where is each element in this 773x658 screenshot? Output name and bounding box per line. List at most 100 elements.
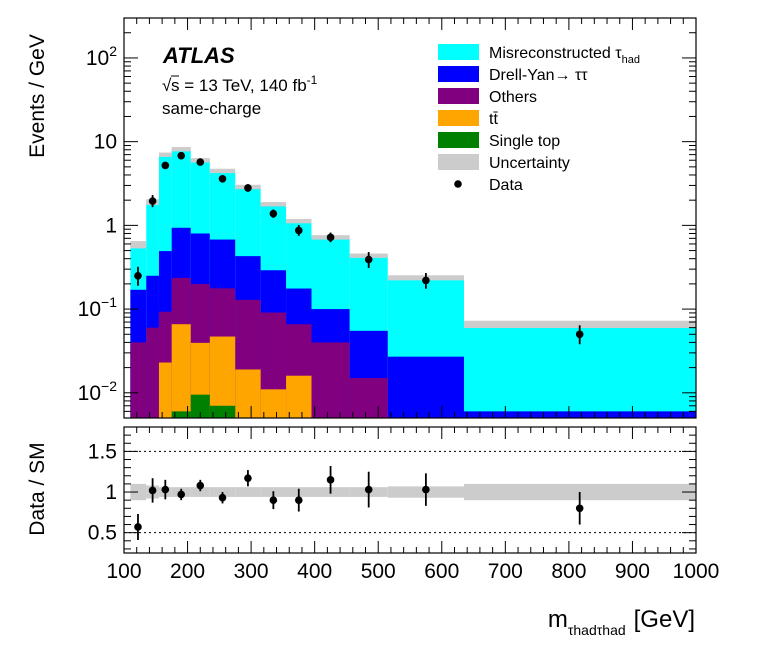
uncertainty-band-2 xyxy=(158,152,172,157)
legend-marker-data xyxy=(454,180,462,188)
data-point-11 xyxy=(422,276,430,285)
uncertainty-band-12 xyxy=(464,320,696,329)
legend-swatch-tt xyxy=(438,110,479,126)
x-tick-label-7: 800 xyxy=(551,560,586,583)
stack-bar-drell-yan-12 xyxy=(464,411,696,418)
ratio-point-5 xyxy=(218,493,227,502)
ratio-band-6 xyxy=(235,487,261,497)
legend-swatch-drell-yan xyxy=(438,66,479,82)
stack-bar-tt-5 xyxy=(209,336,236,418)
main-y-tick-label-4: 102 xyxy=(86,43,117,70)
x-tick-label-4: 500 xyxy=(361,560,396,583)
uncertainty-band-5 xyxy=(209,168,236,174)
ratio-point-4 xyxy=(196,481,205,490)
legend-swatch-misreconstructed xyxy=(438,44,479,60)
ratio-panel-data-points xyxy=(134,466,584,540)
main-y-axis-label: Events / GeV xyxy=(26,34,49,158)
main-panel-stack xyxy=(130,149,696,418)
legend-label-single-top: Single top xyxy=(489,133,560,150)
legend-swatch-single-top xyxy=(438,132,479,148)
ratio-y-axis-label: Data / SM xyxy=(26,442,49,535)
stack-bar-others-1 xyxy=(146,327,159,418)
ratio-point-9 xyxy=(326,476,335,484)
ratio-point-0 xyxy=(134,523,142,531)
x-axis-label: mτhadτhad [GeV] xyxy=(548,606,695,638)
data-point-1 xyxy=(148,197,157,205)
data-point-7 xyxy=(269,209,278,218)
main-y-tick-label-0: 10−2 xyxy=(78,378,118,405)
stack-bar-tt-2 xyxy=(158,362,172,418)
ratio-point-11 xyxy=(422,485,430,494)
x-tick-label-1: 200 xyxy=(170,560,205,583)
stack-bar-others-0 xyxy=(130,342,147,418)
legend-label-misreconstructed: Misreconstructed τhad xyxy=(489,45,640,66)
energy-text: s = 13 TeV, 140 fb xyxy=(171,76,307,95)
data-point-12 xyxy=(575,330,584,339)
ratio-band-0 xyxy=(130,483,147,501)
legend-label-others: Others xyxy=(489,89,537,106)
stack-bar-single-top-3 xyxy=(171,411,191,418)
data-point-4 xyxy=(196,158,205,166)
ratio-point-8 xyxy=(294,496,303,504)
stack-bar-drell-yan-11 xyxy=(387,356,465,418)
ratio-point-10 xyxy=(364,485,373,494)
legend-swatch-others xyxy=(438,88,479,104)
region-label: same-charge xyxy=(162,99,261,118)
x-axis-label-unit: [GeV] xyxy=(634,606,695,633)
experiment-label: ATLAS xyxy=(162,43,235,68)
ratio-panel-reference-lines xyxy=(124,450,696,534)
data-point-8 xyxy=(294,226,303,235)
uncertainty-band-7 xyxy=(260,202,287,207)
x-axis-label-sub: τhadτhad xyxy=(568,622,626,638)
ratio-y-tick-label-0: 0.5 xyxy=(88,522,117,545)
data-point-3 xyxy=(177,151,185,160)
ratio-y-tick-label-1: 1 xyxy=(105,481,117,504)
data-point-0 xyxy=(134,271,142,280)
main-y-tick-label-1: 10−1 xyxy=(78,294,118,321)
main-frame xyxy=(123,17,697,419)
x-axis-label-symbol: m xyxy=(548,606,568,633)
stack-bar-others-9 xyxy=(311,342,350,418)
stack-bar-tt-6 xyxy=(235,369,261,418)
ratio-panel-axes: 0.5 1 1.5 100 200 300 400 500 600 700 800 900 1000 xyxy=(88,426,720,583)
ratio-point-7 xyxy=(269,496,278,504)
data-point-6 xyxy=(244,184,252,192)
stack-bar-tt-7 xyxy=(260,389,287,418)
legend-swatch-uncertainty xyxy=(438,154,479,170)
stack-bar-tt-8 xyxy=(286,375,312,418)
stack-bar-single-top-5 xyxy=(209,405,236,418)
stack-bar-others-10 xyxy=(349,378,388,418)
energy-sup: -1 xyxy=(307,73,318,87)
x-tick-label-5: 600 xyxy=(424,560,459,583)
main-panel-axes: 10−2 10−1 1 10 102 xyxy=(78,17,697,419)
energy-label: s = 13 TeV, 140 fb-1 xyxy=(171,73,318,95)
stack-bar-tt-3 xyxy=(171,324,191,418)
data-point-2 xyxy=(161,161,170,170)
main-y-tick-label-2: 1 xyxy=(105,214,117,237)
data-point-5 xyxy=(218,175,227,183)
stack-bar-single-top-4 xyxy=(190,394,210,418)
x-tick-label-3: 400 xyxy=(297,560,332,583)
ratio-point-1 xyxy=(148,486,157,495)
uncertainty-band-3 xyxy=(171,147,191,152)
legend-label-drell-yan: Drell-Yan→ ττ xyxy=(489,67,588,84)
sqrt-symbol: √ xyxy=(162,76,172,95)
ratio-point-2 xyxy=(161,485,170,494)
ratio-point-3 xyxy=(177,490,185,499)
x-tick-label-8: 900 xyxy=(615,560,650,583)
x-tick-label-6: 700 xyxy=(488,560,523,583)
x-tick-label-9: 1000 xyxy=(673,560,720,583)
data-point-9 xyxy=(326,233,335,242)
data-point-10 xyxy=(364,255,373,264)
legend-label-tt: tt̄ xyxy=(489,111,498,128)
x-tick-label-2: 300 xyxy=(234,560,269,583)
legend-label-uncertainty: Uncertainty xyxy=(489,155,570,172)
ratio-point-6 xyxy=(244,474,252,483)
main-y-tick-label-3: 10 xyxy=(94,131,117,154)
main-panel-data-points xyxy=(134,151,584,345)
ratio-band-4 xyxy=(190,487,210,497)
uncertainty-band-0 xyxy=(130,241,147,249)
